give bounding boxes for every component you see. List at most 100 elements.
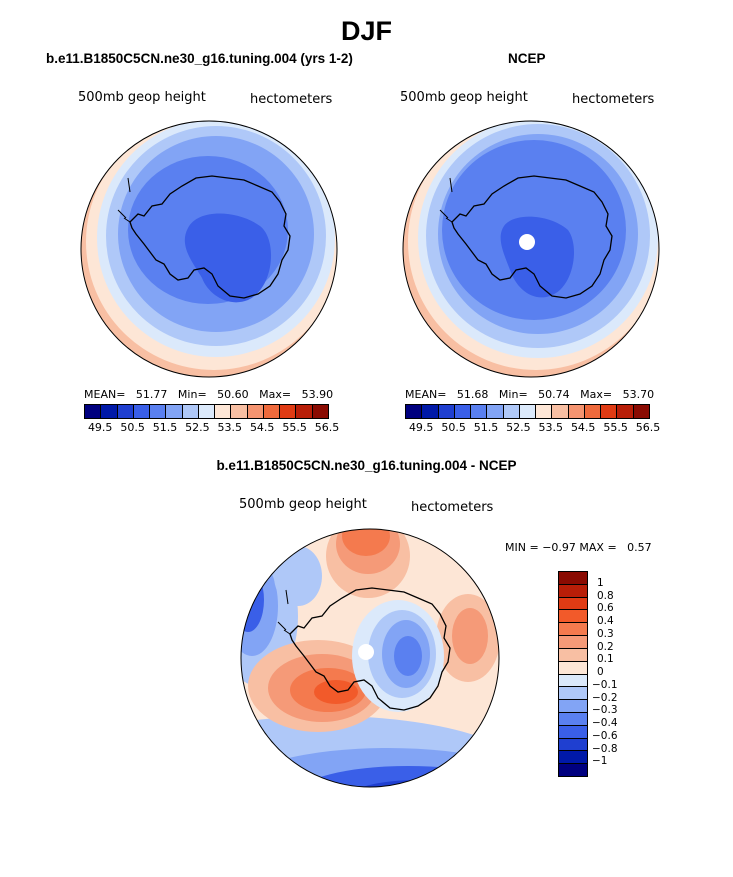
model-colorbar [84, 404, 329, 419]
colorbar-swatch [406, 405, 423, 418]
colorbar-tick-label: 56.5 [314, 421, 340, 434]
diff-panel-title: b.e11.B1850C5CN.ne30_g16.tuning.004 - NC… [216, 458, 517, 473]
colorbar-tick-label: 54.5 [249, 421, 275, 434]
colorbar-tick-label: 0 [597, 666, 604, 678]
diff-units-label: hectometers [411, 500, 494, 515]
colorbar-tick-label: 51.5 [473, 421, 499, 434]
model-units-label: hectometers [250, 92, 333, 107]
colorbar-swatch [150, 405, 167, 418]
obs-polar-map [402, 120, 660, 378]
colorbar-swatch [559, 610, 587, 624]
model-colorbar-ticks: 49.5 50.5 51.5 52.5 53.5 54.5 55.5 56.5 [84, 421, 339, 435]
colorbar-swatch [633, 405, 649, 418]
colorbar-tick-label: 55.5 [282, 421, 307, 434]
colorbar-tick-label: 0.6 [597, 602, 614, 615]
obs-panel-title: NCEP [508, 51, 546, 66]
figure-title: DJF [340, 16, 392, 46]
obs-colorbar [405, 404, 650, 419]
colorbar-tick-label: −0.1 [592, 678, 618, 691]
model-polar-map [80, 120, 338, 378]
colorbar-tick-label: 0.1 [597, 653, 614, 666]
colorbar-tick-label: 52.5 [185, 421, 210, 434]
colorbar-swatch [101, 405, 118, 418]
diff-stats: MIN = −0.97 MAX = 0.57 [505, 541, 652, 554]
colorbar-swatch [584, 405, 602, 418]
colorbar-swatch [559, 725, 587, 739]
colorbar-swatch [182, 405, 199, 418]
colorbar-tick-label: 49.5 [87, 421, 113, 434]
colorbar-tick-label: 0.2 [597, 640, 614, 653]
diff-colorbar-ticks: 1 0.8 0.6 0.4 0.3 0.2 0.1 0 −0.1 −0.2 −0.3 −0.4 −0.6… [592, 571, 632, 775]
colorbar-swatch [215, 405, 232, 418]
model-panel-title: b.e11.B1850C5CN.ne30_g16.tuning.004 (yrs… [46, 51, 353, 66]
colorbar-swatch [559, 636, 587, 649]
colorbar-swatch [559, 738, 587, 752]
pole-missing-data [358, 644, 374, 660]
colorbar-tick-label: 1 [597, 576, 604, 589]
colorbar-tick-label: 53.5 [538, 421, 564, 434]
colorbar-swatch [166, 405, 183, 418]
colorbar-swatch [559, 764, 587, 776]
colorbar-swatch [117, 405, 134, 418]
colorbar-swatch [422, 405, 439, 418]
colorbar-tick-label: −1 [592, 755, 608, 768]
colorbar-tick-label: 0.4 [597, 615, 614, 627]
colorbar-swatch [559, 597, 587, 611]
antarctica-coastline [451, 175, 613, 299]
colorbar-swatch [559, 584, 587, 598]
colorbar-tick-label: 50.5 [120, 421, 145, 434]
colorbar-swatch [559, 661, 587, 675]
colorbar-swatch [503, 405, 520, 418]
colorbar-swatch [198, 405, 216, 418]
colorbar-swatch [471, 405, 488, 418]
colorbar-swatch [601, 405, 618, 418]
colorbar-swatch [568, 405, 585, 418]
colorbar-swatch [519, 405, 537, 418]
colorbar-swatch [263, 405, 281, 418]
colorbar-swatch [487, 405, 504, 418]
diff-colorbar [558, 571, 588, 777]
colorbar-swatch [559, 712, 587, 726]
colorbar-swatch [536, 405, 553, 418]
obs-stats: MEAN= 51.68 Min= 50.74 Max= 53.70 [405, 388, 655, 401]
colorbar-swatch [617, 405, 634, 418]
diff-polar-map [240, 528, 500, 788]
colorbar-swatch [85, 405, 102, 418]
antarctica-coastline [129, 175, 291, 299]
colorbar-tick-label: 0.8 [597, 589, 614, 602]
colorbar-swatch [231, 405, 248, 418]
colorbar-tick-label: 52.5 [506, 421, 531, 434]
colorbar-tick-label: 56.5 [635, 421, 661, 434]
colorbar-swatch [559, 623, 587, 637]
colorbar-tick-label: 49.5 [408, 421, 434, 434]
colorbar-swatch [559, 648, 587, 662]
model-variable-label: 500mb geop height [78, 90, 206, 105]
colorbar-swatch [438, 405, 455, 418]
colorbar-swatch [559, 687, 587, 701]
colorbar-tick-label: 54.5 [570, 421, 596, 434]
colorbar-tick-label: 50.5 [441, 421, 466, 434]
colorbar-swatch [559, 700, 587, 713]
colorbar-tick-label: −0.8 [592, 742, 618, 755]
colorbar-tick-label: −0.6 [592, 729, 618, 742]
colorbar-swatch [133, 405, 151, 418]
pole-missing-data [519, 234, 535, 250]
colorbar-swatch [559, 674, 587, 688]
colorbar-tick-label: −0.4 [592, 717, 618, 729]
obs-units-label: hectometers [572, 92, 655, 107]
diff-variable-label: 500mb geop height [239, 497, 367, 512]
model-stats: MEAN= 51.77 Min= 50.60 Max= 53.90 [84, 388, 334, 401]
colorbar-tick-label: 53.5 [217, 421, 243, 434]
obs-variable-label: 500mb geop height [400, 90, 528, 105]
antarctica-coastline [289, 587, 451, 711]
colorbar-tick-label: 55.5 [603, 421, 628, 434]
colorbar-swatch [280, 405, 297, 418]
colorbar-tick-label: −0.3 [592, 704, 618, 717]
colorbar-swatch [312, 405, 328, 418]
colorbar-tick-label: −0.2 [592, 691, 618, 704]
colorbar-swatch [552, 405, 569, 418]
colorbar-tick-label: 51.5 [152, 421, 178, 434]
colorbar-swatch [247, 405, 264, 418]
colorbar-swatch [559, 751, 587, 765]
colorbar-swatch [559, 572, 587, 585]
